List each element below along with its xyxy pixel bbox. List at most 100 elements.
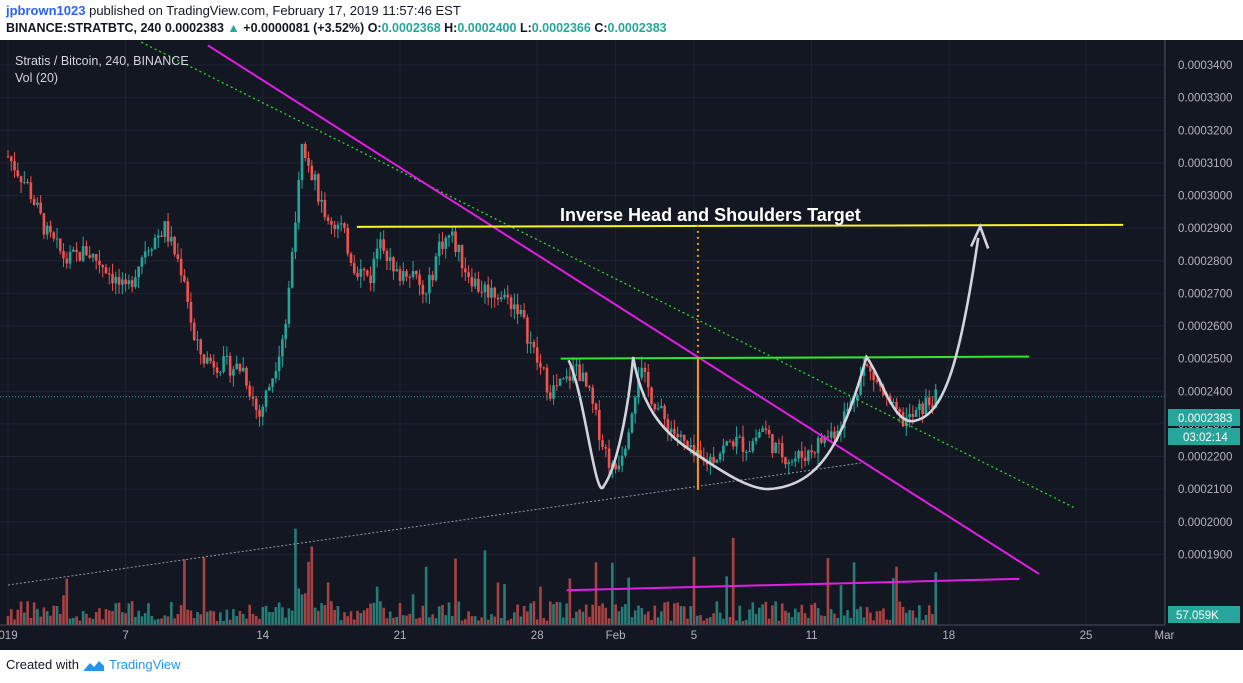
close-label: C: [594,21,608,35]
high-label: H: [444,21,458,35]
candle-body [820,437,823,443]
volume-bar [816,608,820,625]
volume-bar [212,611,216,625]
candle-body [42,213,46,235]
candle-body [6,156,10,158]
candle-body [9,156,13,162]
candle-body [339,223,343,225]
candle-body [199,339,203,355]
volume-bar [192,618,196,625]
volume-bar [597,605,601,625]
candle-body [117,276,121,285]
volume-bar [699,614,702,625]
volume-bar [52,605,56,625]
volume-bar [725,576,728,625]
volume-bar [807,617,810,625]
candle-body [189,302,193,323]
volume-bar [104,608,108,625]
volume-bar [539,586,542,625]
price-axis[interactable] [1165,40,1243,625]
candle-body [529,341,532,344]
volume-bar [68,618,72,625]
candle-body [209,357,212,362]
candle-body [738,436,742,438]
candle-body [320,199,323,202]
candle-body [307,157,310,166]
candle-body [385,250,389,262]
candle-body [179,259,183,276]
candle-body [483,284,487,293]
volume-bar [588,616,591,625]
candle-body [395,269,399,272]
candle-body [75,249,78,252]
tradingview-link[interactable]: TradingView [108,657,181,672]
volume-bar [509,618,513,625]
candle-body [258,409,261,417]
candlestick-chart[interactable]: 0.0003400 0.0003300 0.0003200 0.0003100 0.00… [0,40,1243,650]
time-tick-label: 14 [256,630,269,642]
symbol-label: BINANCE:STRATBTC, 240 [6,21,162,35]
volume-bar [490,614,493,625]
candle-body [192,322,196,341]
candle-body [780,443,784,458]
candle-body [614,463,617,470]
author-link[interactable]: jpbrown1023 [6,3,86,18]
candle-body [219,371,222,373]
volume-bar [202,557,206,625]
candle-body [150,249,154,251]
volume-bar [640,608,644,625]
candle-body [767,430,771,435]
candle-body [800,451,804,458]
volume-bar [516,604,519,625]
volume-bar [398,602,402,625]
candle-body [568,376,572,381]
pattern-curve [567,237,980,491]
volume-bar [898,601,902,625]
volume-bar [408,613,412,625]
volume-bar [774,601,777,625]
volume-bar [343,612,346,625]
grid-lines [0,40,1165,625]
volume-bar [101,619,105,625]
candle-body [787,462,791,465]
volume-bar [32,602,36,625]
candle-body [173,236,176,255]
time-tick-label: 18 [942,630,955,642]
dotted-downtrend-line [141,41,1077,510]
time-tick-label: 11 [806,630,818,642]
volume-bar [454,558,457,625]
footer: Created with TradingView [6,657,181,672]
volume-bar [385,618,389,625]
candle-body [88,255,91,258]
candle-body [333,224,336,230]
time-axis[interactable] [0,625,1243,650]
countdown-badge [1168,428,1240,445]
time-tick-label: 21 [394,630,407,642]
volume-bar [823,615,826,625]
volume-bar [820,615,823,625]
volume-bar [310,546,314,625]
chart-area[interactable]: 0.0003400 0.0003300 0.0003200 0.0003100 0.00… [0,40,1243,650]
candle-body [437,241,441,257]
volume-bar [751,602,755,625]
time-tick-label: 019 [0,630,18,642]
candle-body [215,367,219,373]
candle-body [810,450,813,453]
candle-body [91,253,95,258]
volume-bar [460,620,464,625]
volume-bar [731,537,735,625]
legend-volume: Vol (20) [15,71,58,85]
volume-bar [565,603,568,625]
volume-bar [156,618,160,625]
volume-bar [81,611,85,625]
open-label: O: [367,21,382,35]
price-tick-label: 0.0002500 [1178,354,1232,366]
up-arrow-icon: ▲ [227,21,240,35]
volume-bar [767,618,771,625]
volume-bar [591,604,595,625]
volume-bar [689,606,693,625]
candle-body [555,385,559,387]
volume-bar [42,607,46,625]
volume-bar [503,584,506,625]
candle-body [646,371,650,388]
